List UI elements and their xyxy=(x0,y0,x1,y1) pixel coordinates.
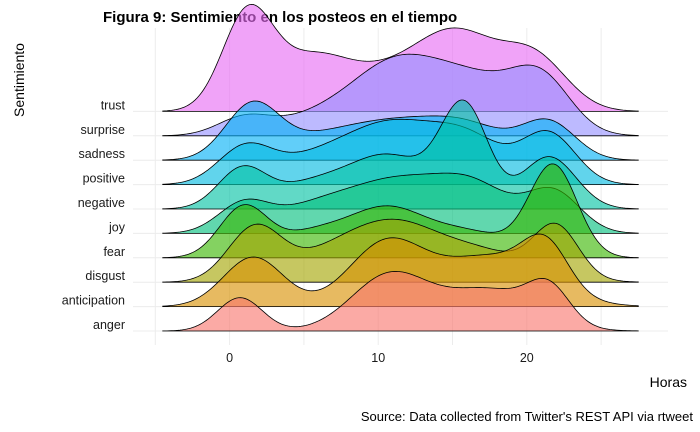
ridges xyxy=(162,3,639,332)
x-tick-labels: 0 10 20 xyxy=(226,351,534,365)
category-label-disgust: disgust xyxy=(85,269,125,283)
chart-title: Figura 9: Sentimiento en los posteos en … xyxy=(103,9,457,26)
ridge-negative xyxy=(162,99,639,210)
y-axis-title: Sentimiento xyxy=(11,43,27,117)
category-label-negative: negative xyxy=(78,196,125,210)
category-label-joy: joy xyxy=(108,220,126,234)
ridge-anger xyxy=(162,270,639,332)
category-labels: anger anticipation disgust fear joy negative p… xyxy=(62,98,126,332)
category-label-positive: positive xyxy=(83,172,125,186)
x-tick-label: 20 xyxy=(520,351,534,365)
ridge-positive xyxy=(162,118,639,185)
x-tick-label: 10 xyxy=(371,351,385,365)
chart-caption: Source: Data collected from Twitter's RE… xyxy=(361,409,694,424)
ridge-fear xyxy=(162,163,639,259)
x-axis-title: Horas xyxy=(650,374,687,390)
category-label-anger: anger xyxy=(93,318,125,332)
category-label-anticipation: anticipation xyxy=(62,294,125,308)
category-label-sadness: sadness xyxy=(78,147,125,161)
category-label-surprise: surprise xyxy=(81,123,126,137)
category-label-trust: trust xyxy=(101,98,126,112)
category-label-fear: fear xyxy=(103,245,125,259)
x-tick-label: 0 xyxy=(226,351,233,365)
